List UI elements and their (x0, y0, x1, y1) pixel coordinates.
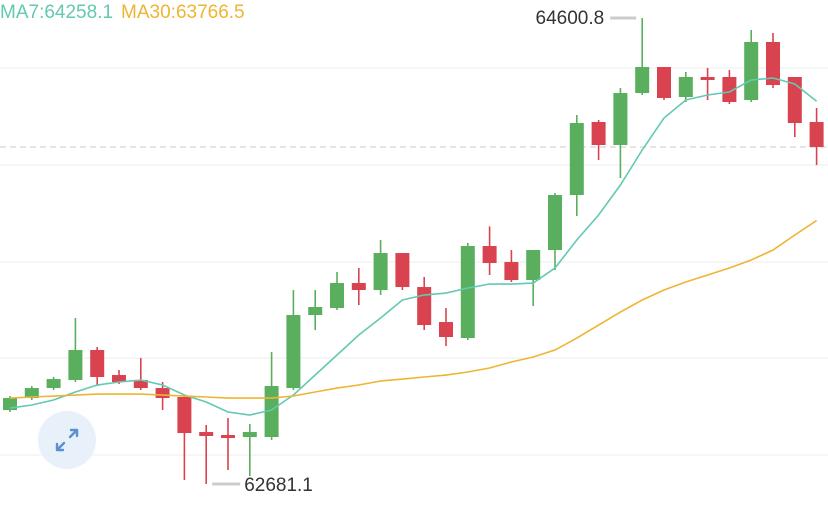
candle-body (221, 435, 235, 439)
candle-body (787, 76, 802, 124)
legend-entry: MA7:64258.1 (0, 2, 113, 23)
ma-line (9, 77, 818, 416)
candle-body (439, 322, 453, 338)
candle-body (242, 432, 257, 438)
candle-body (46, 379, 61, 389)
min-label: 62681.1 (244, 475, 313, 496)
candle-body (591, 121, 606, 146)
candle-body (90, 350, 105, 378)
candle-body (24, 388, 39, 399)
legend-entry: MA30:63766.5 (121, 2, 245, 23)
candle-body (700, 76, 715, 81)
candle-body (351, 283, 366, 291)
candle-body (395, 253, 410, 288)
candle-body (482, 246, 497, 264)
candle-body (569, 123, 584, 196)
expand-button[interactable] (38, 411, 96, 469)
expand-button-bg[interactable] (38, 411, 96, 469)
candle-body (504, 262, 519, 281)
candle-body (3, 398, 17, 411)
candle-body (635, 67, 650, 94)
candle-body (308, 307, 323, 316)
candle-body (809, 121, 824, 147)
candle-body (722, 76, 737, 102)
candle-body (766, 41, 780, 86)
candle-body (330, 283, 344, 309)
expand-icon[interactable] (55, 428, 79, 452)
candle-body (112, 375, 126, 383)
candle-body (373, 253, 388, 291)
candle-body (155, 388, 170, 399)
candle-body (133, 380, 148, 389)
candle-body (417, 287, 432, 326)
candle-body (613, 93, 628, 146)
candle-body (199, 432, 214, 437)
ma-line (9, 219, 818, 399)
candle-body (526, 250, 541, 281)
candle-body (460, 246, 475, 339)
candle-body (657, 67, 671, 99)
candle-body (68, 350, 83, 381)
candle-body (548, 195, 562, 251)
candle-body (678, 76, 693, 97)
candle-body (744, 41, 759, 101)
candle-body (177, 397, 192, 434)
candle-body (286, 315, 301, 389)
max-label: 64600.8 (536, 8, 605, 29)
